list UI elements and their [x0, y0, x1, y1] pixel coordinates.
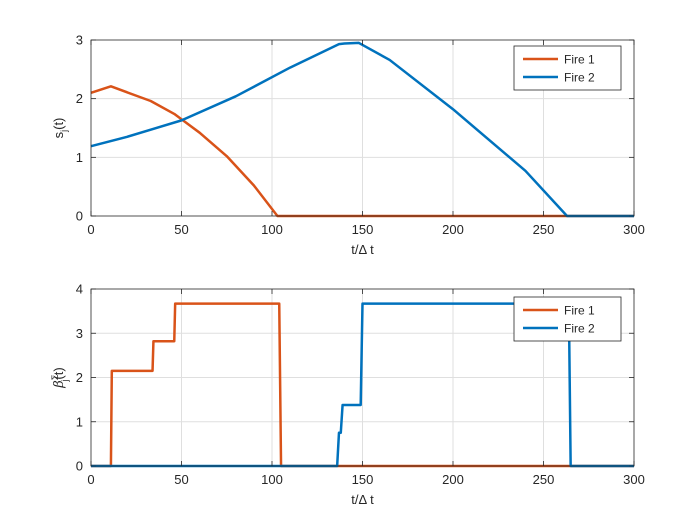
x-tick-label: 0: [87, 472, 94, 487]
x-tick-label: 100: [261, 222, 283, 237]
x-tick-label: 50: [174, 472, 188, 487]
y-axis-label: sj(t): [51, 118, 69, 139]
y-tick-label: 1: [76, 414, 83, 429]
series-line-fire-1: [90, 85, 634, 218]
x-tick-label: 0: [87, 222, 94, 237]
legend: Fire 1 Fire 2: [513, 45, 622, 91]
legend-label: Fire 2: [564, 322, 595, 336]
y-tick-label: 3: [76, 33, 83, 48]
x-tick-label: 250: [533, 222, 555, 237]
x-tick-label: 300: [623, 222, 645, 237]
y-tick-label: 2: [76, 370, 83, 385]
legend-box: [513, 45, 622, 91]
legend-label: Fire 2: [564, 71, 595, 85]
x-tick-label: 150: [352, 472, 374, 487]
x-tick-label: 200: [442, 472, 464, 487]
series-line-fire-2: [90, 41, 634, 218]
x-tick-label: 100: [261, 472, 283, 487]
y-tick-label: 1: [76, 150, 83, 165]
series-line-fire-1: [91, 302, 634, 468]
x-tick-label: 150: [352, 222, 374, 237]
legend-label: Fire 1: [564, 304, 595, 318]
panel-2: 0 50 100 150 200 250 300 0 1 2 3 4 t/Δ t βΣj(t) Fire 1…: [50, 282, 645, 508]
series-line-fire-2: [91, 302, 634, 468]
x-axis-label: t/Δ t: [351, 492, 374, 507]
y-tick-label: 2: [76, 91, 83, 106]
legend-box: [513, 296, 622, 342]
x-tick-label: 250: [533, 472, 555, 487]
legend-label: Fire 1: [564, 53, 595, 67]
x-axis-label: t/Δ t: [351, 242, 374, 257]
legend: Fire 1 Fire 2: [513, 296, 622, 342]
y-tick-label: 0: [76, 459, 83, 474]
y-tick-label: 4: [76, 282, 83, 297]
x-tick-label: 200: [442, 222, 464, 237]
x-tick-label: 50: [174, 222, 188, 237]
y-tick-label: 0: [76, 209, 83, 224]
x-tick-label: 300: [623, 472, 645, 487]
y-axis-label: βΣj(t): [50, 367, 70, 388]
y-tick-label: 3: [76, 326, 83, 341]
